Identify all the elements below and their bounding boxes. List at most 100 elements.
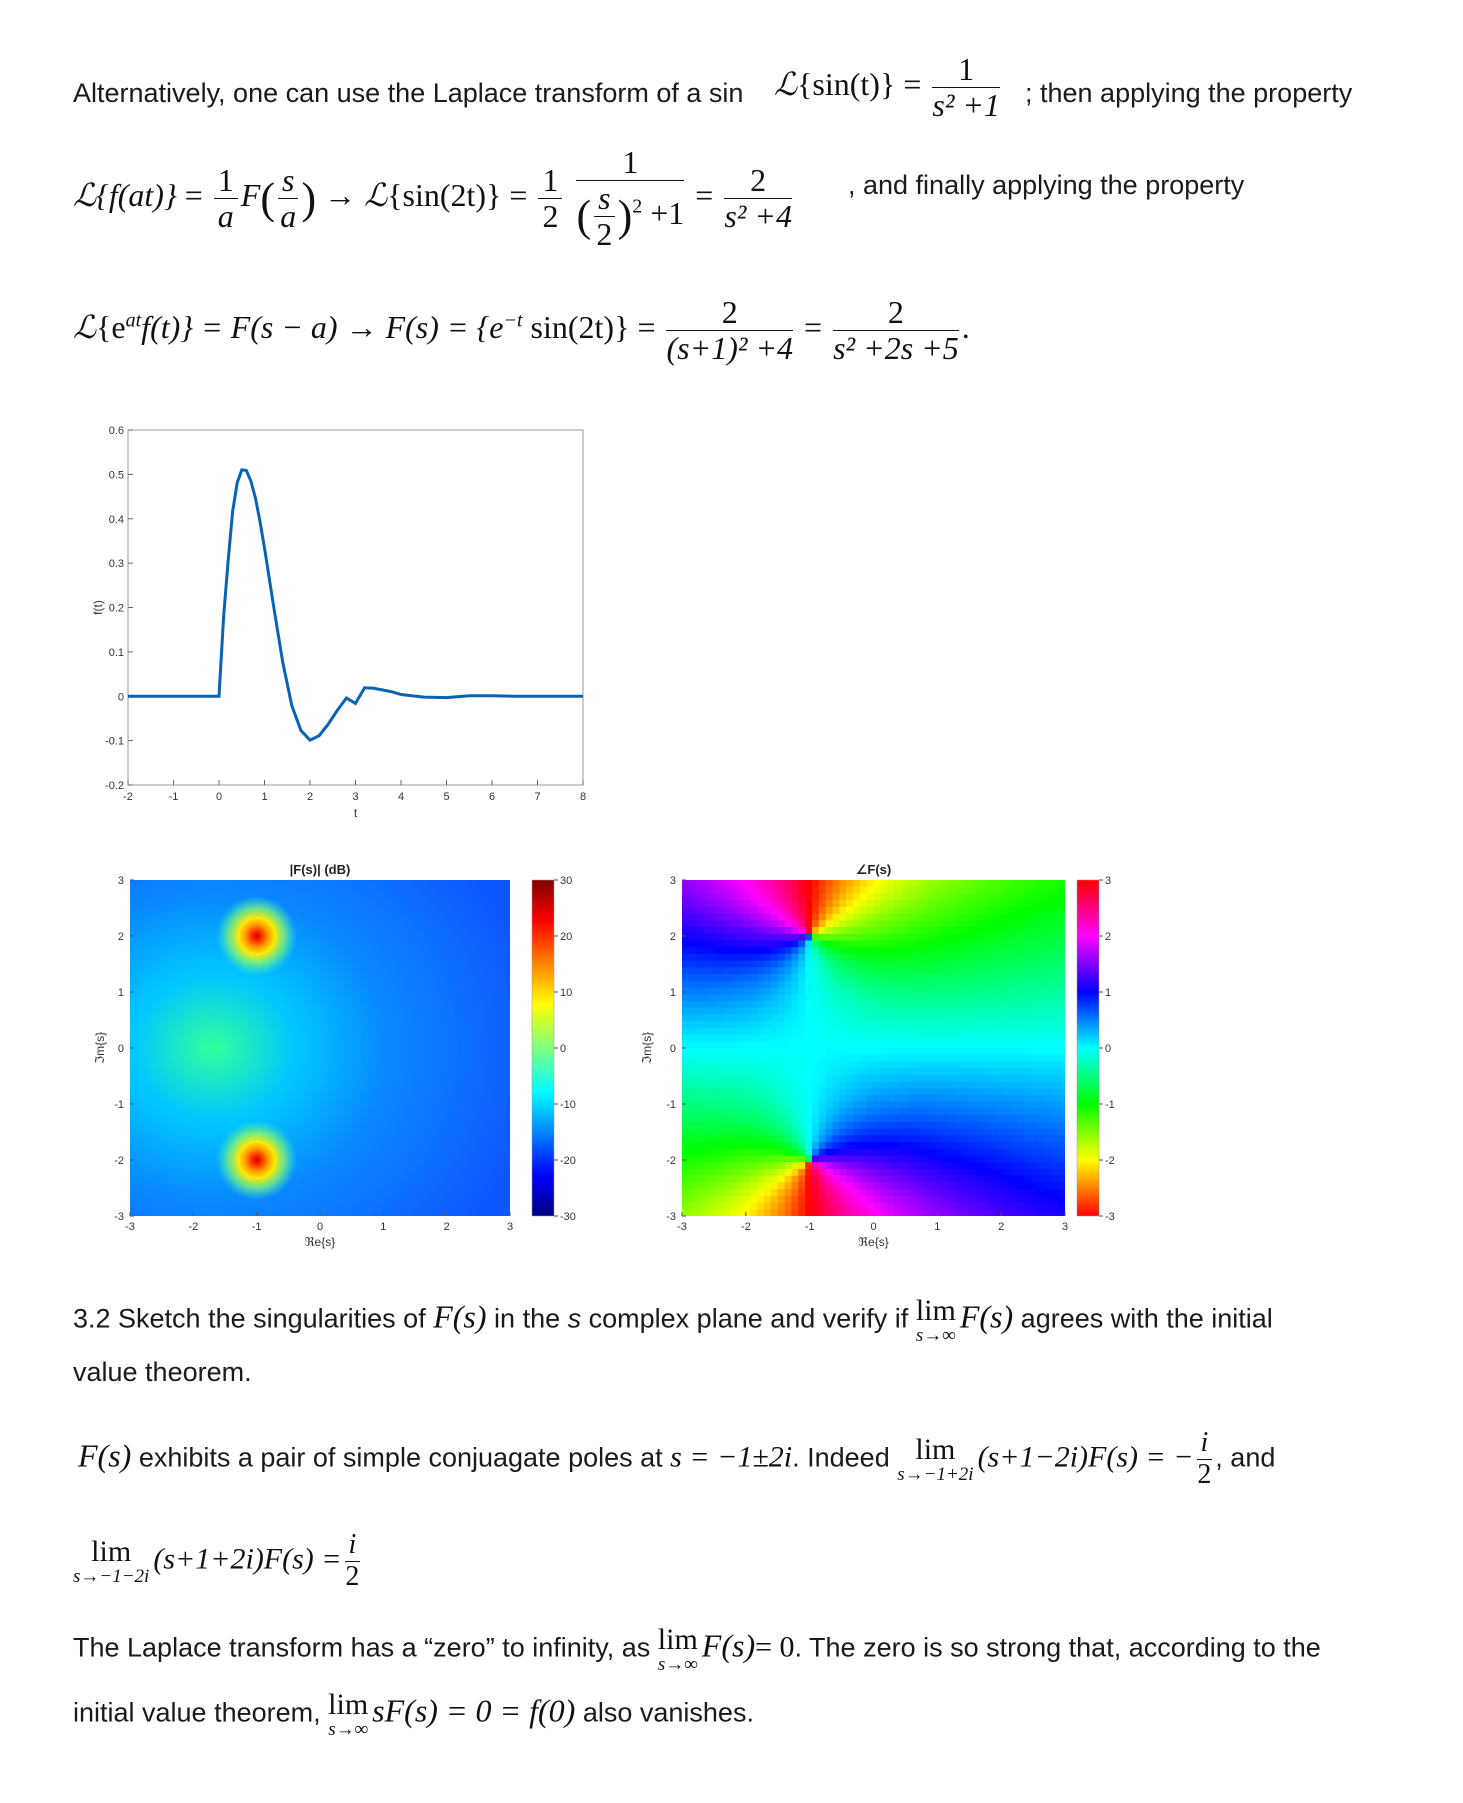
- phase-cell: [695, 913, 704, 921]
- phase-cell: [873, 980, 881, 989]
- phase-cell: [777, 967, 786, 975]
- phase-cell: [1037, 1061, 1046, 1069]
- phase-cell: [894, 1048, 902, 1056]
- phase-cell: [805, 940, 813, 948]
- phase-cell: [839, 1061, 847, 1069]
- phase-cell: [941, 900, 950, 908]
- phase-cell: [729, 1182, 738, 1190]
- phase-cell: [852, 1021, 861, 1029]
- phase-cell: [880, 880, 888, 888]
- phase-cell: [921, 947, 929, 955]
- phase-cell: [948, 893, 957, 901]
- phase-cell: [894, 880, 902, 888]
- phase-cell: [784, 1162, 793, 1170]
- phase-cell: [1058, 1115, 1065, 1123]
- phase-cell: [805, 1148, 813, 1157]
- phase-cell: [811, 1074, 820, 1083]
- colorbar-tick-label: 3: [1105, 875, 1111, 887]
- phase-cell: [757, 1115, 765, 1123]
- phase-cell: [770, 1074, 779, 1083]
- phase-cell: [688, 1081, 697, 1089]
- phase-cell: [989, 893, 998, 901]
- phase-cell: [948, 920, 957, 928]
- phase-cell: [866, 1162, 875, 1170]
- phase-cell: [688, 1189, 697, 1197]
- phase-cell: [894, 1095, 902, 1103]
- phase-cell: [969, 1142, 977, 1150]
- phase-cell: [852, 1074, 861, 1083]
- x-tick-label: 3: [507, 1221, 513, 1233]
- phase-cell: [695, 1108, 704, 1116]
- residue-minus-line: lim s→−1−2i (s+1+2i)F(s) = i 2: [73, 1529, 363, 1593]
- phase-cell: [798, 1175, 806, 1183]
- phase-cell: [702, 906, 710, 915]
- phase-cell: [976, 1202, 984, 1210]
- phase-cell: [777, 933, 786, 942]
- phase-cell: [880, 1121, 888, 1130]
- phase-cell: [989, 1182, 998, 1190]
- phase-cell: [887, 1081, 895, 1089]
- phase-cell: [770, 1108, 779, 1116]
- phase-cell: [832, 1048, 840, 1056]
- phase-cell: [1037, 1101, 1046, 1110]
- phase-cell: [1051, 880, 1059, 888]
- phase-cell: [750, 1182, 758, 1190]
- phase-cell: [894, 1081, 902, 1089]
- phase-cell: [1037, 994, 1046, 1002]
- phase-cell: [818, 927, 827, 935]
- phase-cell: [941, 1128, 950, 1136]
- phase-cell: [894, 980, 902, 989]
- phase-cell: [1023, 1182, 1032, 1190]
- phase-cell: [859, 893, 868, 901]
- phase-cell: [859, 947, 868, 955]
- phase-cell: [1037, 1000, 1046, 1009]
- phase-cell: [723, 1000, 731, 1009]
- phase-cell: [900, 1195, 909, 1204]
- phase-cell: [969, 980, 977, 989]
- phase-cell: [859, 980, 868, 989]
- phase-cell: [798, 880, 806, 888]
- phase-cell: [880, 940, 888, 948]
- phase-cell: [935, 987, 943, 995]
- phase-cell: [777, 940, 786, 948]
- phase-cell: [798, 1088, 806, 1096]
- phase-cell: [736, 1148, 745, 1157]
- phase-cell: [811, 1121, 820, 1130]
- phase-cell: [873, 1182, 881, 1190]
- phase-cell: [935, 994, 943, 1002]
- limit-pole-minus: lim s→−1−2i: [73, 1536, 149, 1586]
- phase-cell: [955, 1007, 964, 1015]
- phase-cell: [935, 1168, 943, 1177]
- lim-sub: s→−1+2i: [897, 1463, 974, 1485]
- phase-cell: [1037, 886, 1046, 895]
- phase-cell: [709, 880, 717, 888]
- phase-cell: [866, 920, 875, 928]
- phase-cell: [880, 913, 888, 921]
- phase-cell: [791, 947, 799, 955]
- phase-cell: [846, 1054, 854, 1063]
- phase-cell: [1058, 1068, 1065, 1076]
- phase-cell: [969, 886, 977, 895]
- phase-cell: [764, 1168, 772, 1177]
- phase-cell: [921, 1128, 929, 1136]
- phase-cell: [832, 920, 840, 928]
- phase-cell: [852, 960, 861, 968]
- phase-cell: [989, 1202, 998, 1210]
- phase-cell: [996, 1054, 1005, 1063]
- phase-cell: [941, 893, 950, 901]
- phase-cell: [825, 1202, 834, 1210]
- phase-cell: [743, 1175, 751, 1183]
- phase-cell: [887, 1155, 895, 1163]
- colorbar-tick-label: -10: [560, 1099, 576, 1111]
- phase-cell: [1003, 920, 1011, 928]
- phase-cell: [859, 1021, 868, 1029]
- phase-cell: [777, 1021, 786, 1029]
- phase-cell: [839, 967, 847, 975]
- phase-cell: [914, 900, 922, 908]
- phase-cell: [914, 960, 922, 968]
- phase-cell: [1044, 1000, 1052, 1009]
- phase-cell: [811, 1048, 820, 1056]
- phase-cell: [825, 994, 834, 1002]
- phase-cell: [1037, 953, 1046, 962]
- phase-cell: [928, 893, 936, 901]
